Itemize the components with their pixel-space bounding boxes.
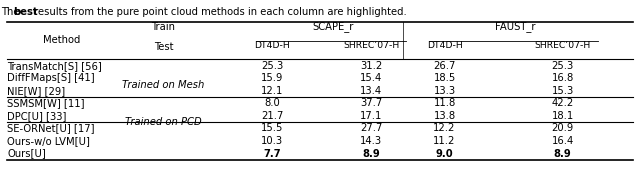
Text: DT4D-H: DT4D-H	[254, 41, 290, 50]
Text: 15.3: 15.3	[552, 86, 574, 96]
Text: 15.5: 15.5	[261, 123, 284, 133]
Text: SSMSM[W] [11]: SSMSM[W] [11]	[7, 98, 84, 108]
Text: Train: Train	[152, 22, 175, 32]
Text: results from the pure point cloud methods in each column are highlighted.: results from the pure point cloud method…	[31, 7, 407, 18]
Text: SHREC’07-H: SHREC’07-H	[534, 41, 591, 50]
Text: 18.5: 18.5	[433, 73, 456, 83]
Text: 15.4: 15.4	[360, 73, 382, 83]
Text: TransMatch[S] [56]: TransMatch[S] [56]	[7, 61, 102, 71]
Text: Ours-w/o LVM[U]: Ours-w/o LVM[U]	[7, 136, 90, 146]
Text: 11.2: 11.2	[433, 136, 456, 146]
Text: Trained on Mesh: Trained on Mesh	[122, 80, 205, 90]
Text: SHREC’07-H: SHREC’07-H	[343, 41, 399, 50]
Text: Ours[U]: Ours[U]	[7, 149, 46, 159]
Text: 27.7: 27.7	[360, 123, 382, 133]
Text: NIE[W] [29]: NIE[W] [29]	[7, 86, 65, 96]
Text: DT4D-H: DT4D-H	[427, 41, 463, 50]
Text: 11.8: 11.8	[433, 98, 456, 108]
Text: DPC[U] [33]: DPC[U] [33]	[7, 111, 67, 121]
Text: 15.9: 15.9	[261, 73, 284, 83]
Text: 10.3: 10.3	[261, 136, 283, 146]
Text: 9.0: 9.0	[436, 149, 453, 159]
Text: FAUST_r: FAUST_r	[495, 21, 535, 32]
Text: 20.9: 20.9	[552, 123, 574, 133]
Text: Test: Test	[154, 42, 173, 52]
Text: 16.4: 16.4	[552, 136, 574, 146]
Text: 42.2: 42.2	[552, 98, 574, 108]
Text: 12.1: 12.1	[261, 86, 284, 96]
Text: 16.8: 16.8	[552, 73, 574, 83]
Text: best: best	[13, 7, 38, 18]
Text: 17.1: 17.1	[360, 111, 382, 121]
Text: 14.3: 14.3	[360, 136, 382, 146]
Text: 7.7: 7.7	[263, 149, 281, 159]
Text: 8.9: 8.9	[554, 149, 572, 159]
Text: 21.7: 21.7	[261, 111, 284, 121]
Text: 13.4: 13.4	[360, 86, 382, 96]
Text: 18.1: 18.1	[552, 111, 574, 121]
Text: 8.9: 8.9	[362, 149, 380, 159]
Text: 26.7: 26.7	[433, 61, 456, 71]
Text: 12.2: 12.2	[433, 123, 456, 133]
Text: 13.8: 13.8	[433, 111, 456, 121]
Text: SE-ORNet[U] [17]: SE-ORNet[U] [17]	[7, 123, 95, 133]
Text: The: The	[1, 7, 22, 18]
Text: Method: Method	[43, 35, 80, 45]
Text: DiffFMaps[S] [41]: DiffFMaps[S] [41]	[7, 73, 95, 83]
Text: 25.3: 25.3	[261, 61, 284, 71]
Text: 31.2: 31.2	[360, 61, 382, 71]
Text: Trained on PCD: Trained on PCD	[125, 117, 202, 127]
Text: 13.3: 13.3	[433, 86, 456, 96]
Text: SCAPE_r: SCAPE_r	[312, 21, 353, 32]
Text: 37.7: 37.7	[360, 98, 382, 108]
Text: 8.0: 8.0	[264, 98, 280, 108]
Text: 25.3: 25.3	[552, 61, 574, 71]
